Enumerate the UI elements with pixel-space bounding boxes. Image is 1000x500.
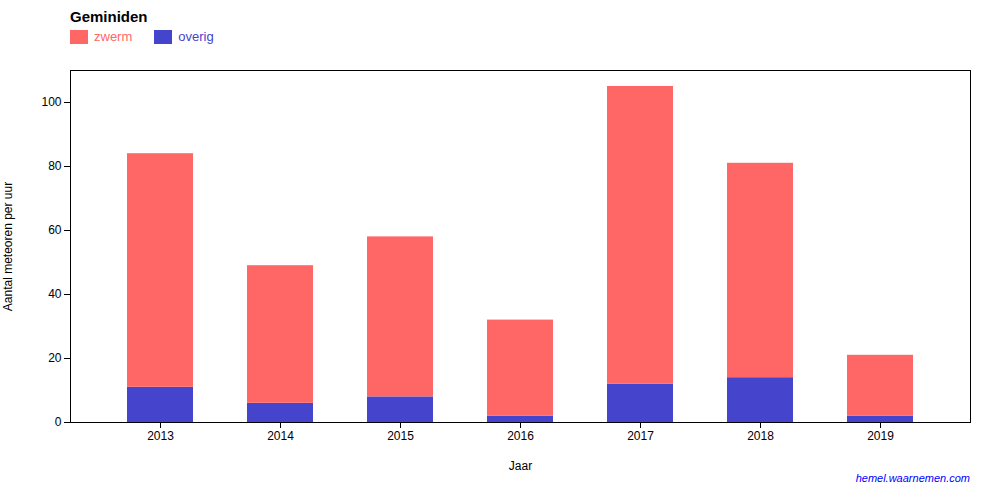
html-text:zwerm: zwerm [94,29,133,44]
svg-text:2019: 2019 [867,429,894,443]
svg-text:60: 60 [48,223,62,237]
svg-text:100: 100 [41,95,61,109]
html-text:Geminiden: Geminiden [70,8,148,25]
svg-text:2015: 2015 [387,429,414,443]
svg-text:2014: 2014 [267,429,294,443]
svg-text:0: 0 [55,415,62,429]
svg-text:2017: 2017 [627,429,654,443]
svg-text:20: 20 [48,351,62,365]
svg-text:2013: 2013 [147,429,174,443]
html-text:overig: overig [178,29,214,44]
svg-text:Jaar: Jaar [509,459,532,473]
svg-text:Aantal meteoren per uur: Aantal meteoren per uur [1,182,15,311]
svg-text:2016: 2016 [507,429,534,443]
svg-text:40: 40 [48,287,62,301]
svg-text:2018: 2018 [747,429,774,443]
svg-text:80: 80 [48,159,62,173]
html-text:hemel.waarnemen.com: hemel.waarnemen.com [855,472,970,484]
